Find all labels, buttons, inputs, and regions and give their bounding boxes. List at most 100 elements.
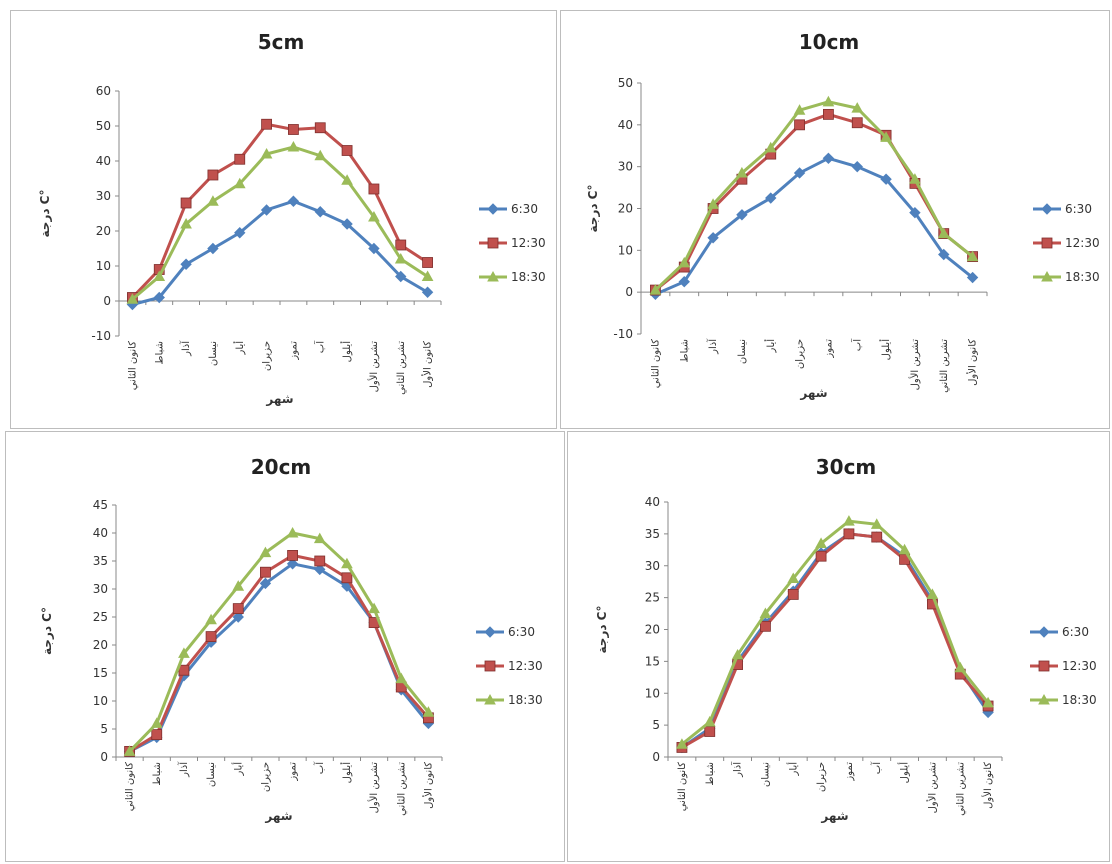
- data-point: [966, 271, 979, 284]
- data-point: [787, 589, 799, 600]
- legend-label: 18:30: [1062, 693, 1097, 707]
- data-point: [178, 647, 190, 658]
- data-point: [759, 607, 772, 619]
- data-point: [926, 588, 939, 599]
- x-tick-label: كانون الأول: [966, 339, 979, 386]
- x-tick-label: آذار: [179, 340, 192, 357]
- y-tick-label: 30: [96, 189, 111, 203]
- series-line: [131, 122, 429, 299]
- legend-marker: [484, 693, 496, 705]
- data-point: [260, 566, 271, 578]
- y-tick-label: 15: [645, 654, 660, 668]
- x-tick-label: آب: [313, 761, 326, 774]
- x-tick-label: كانون الأول: [421, 762, 434, 809]
- x-tick-label: تموز: [844, 762, 855, 782]
- legend-marker: [487, 270, 499, 282]
- legend-label: 6:30: [1065, 202, 1092, 216]
- y-tick-label: 5: [100, 722, 108, 736]
- y-tick-label: 20: [645, 623, 660, 637]
- data-point: [421, 286, 434, 298]
- x-tick-label: آب: [850, 338, 863, 351]
- data-point: [851, 160, 863, 173]
- legend-marker: [1041, 270, 1053, 282]
- y-tick-label: 0: [103, 294, 111, 308]
- x-tick-label: أيلول: [898, 762, 911, 784]
- data-point: [394, 252, 407, 264]
- data-point: [736, 209, 748, 221]
- y-tick-label: 45: [93, 498, 108, 512]
- legend-label: 12:30: [1062, 659, 1097, 673]
- data-point: [261, 118, 272, 130]
- legend-item: 18:30: [1033, 270, 1100, 284]
- x-axis-title: شهر: [265, 392, 293, 406]
- data-point: [341, 145, 353, 156]
- data-point: [843, 515, 855, 526]
- legend-item: 18:30: [1030, 693, 1097, 707]
- y-tick-label: 60: [96, 84, 111, 98]
- series-18-30: [649, 95, 979, 295]
- x-tick-label: شباط: [679, 339, 690, 363]
- x-tick-label: أيلول: [340, 762, 353, 784]
- data-point: [314, 149, 327, 161]
- y-tick-label: 35: [645, 527, 660, 541]
- x-tick-label: شباط: [152, 762, 163, 786]
- x-tick-label: تشرين الأول: [908, 339, 921, 391]
- data-point: [938, 248, 950, 261]
- series-12-30: [127, 118, 433, 303]
- x-tick-label: كانون الثاني: [127, 341, 138, 391]
- data-point: [898, 543, 911, 555]
- data-point: [422, 257, 433, 268]
- data-point: [286, 558, 299, 570]
- x-tick-label: تموز: [288, 341, 299, 361]
- legend-item: 18:30: [479, 270, 546, 284]
- x-tick-label: أيار: [233, 341, 246, 356]
- data-point: [822, 95, 835, 107]
- series-line: [681, 532, 990, 749]
- x-axis-title: شهر: [264, 809, 292, 823]
- x-tick-label: تشرين الأول: [367, 341, 380, 393]
- chart-title: 30cm: [816, 455, 877, 479]
- chart-5cm-svg: 5cm -10 0 10 20 30 40 50 60 كانون الثاني شباط آذار ن…: [38, 30, 546, 406]
- data-point: [421, 270, 434, 281]
- x-tick-label: تشرين الأول: [367, 762, 380, 814]
- legend-marker: [1038, 660, 1050, 672]
- data-point: [287, 195, 300, 207]
- data-point: [180, 217, 192, 229]
- x-tick-label: تشرين الثاني: [955, 762, 966, 816]
- data-point: [703, 715, 716, 727]
- data-point: [313, 532, 326, 544]
- legend-marker: [1041, 237, 1053, 249]
- y-axis-title: درجة C°: [40, 607, 54, 655]
- y-tick-label: 5: [652, 718, 660, 732]
- data-point: [765, 192, 777, 204]
- data-point: [288, 124, 299, 135]
- series-line: [680, 519, 990, 746]
- x-tick-label: تشرين الثاني: [396, 762, 407, 816]
- data-point: [150, 717, 163, 728]
- legend-item: 18:30: [476, 693, 543, 707]
- series-line: [132, 199, 429, 306]
- x-tick-label: نيسان: [737, 339, 748, 364]
- x-tick-label: تموز: [288, 762, 299, 782]
- legend-marker: [1038, 693, 1050, 705]
- legend-item: 6:30: [1033, 202, 1092, 216]
- y-tick-label: 15: [93, 666, 108, 680]
- legend-item: 12:30: [479, 236, 546, 250]
- series-6-30: [123, 558, 435, 758]
- data-point: [286, 526, 299, 538]
- data-point: [287, 140, 300, 152]
- chart-panel-30cm: 30cm 0 5 10 15 20 25 30 35 40 كانون الثاني شباط آذار…: [567, 431, 1110, 862]
- x-tick-label: أيار: [786, 762, 799, 777]
- chart-30cm-svg: 30cm 0 5 10 15 20 25 30 35 40 كانون الثاني شباط آذار…: [595, 455, 1097, 823]
- legend-label: 12:30: [511, 236, 546, 250]
- data-point: [395, 672, 408, 684]
- chart-title: 10cm: [799, 30, 860, 54]
- y-tick-label: 10: [96, 259, 111, 273]
- series-line: [131, 145, 429, 301]
- x-tick-label: آذار: [706, 338, 719, 355]
- y-tick-label: 0: [625, 285, 633, 299]
- legend-item: 12:30: [1033, 236, 1100, 250]
- x-tick-label: أيلول: [879, 339, 892, 361]
- legend-label: 12:30: [1065, 236, 1100, 250]
- chart-panel-20cm: 20cm 0 5 10 15 20 25 30 35 40 45 كانون الثاني شباط آذ…: [5, 431, 565, 862]
